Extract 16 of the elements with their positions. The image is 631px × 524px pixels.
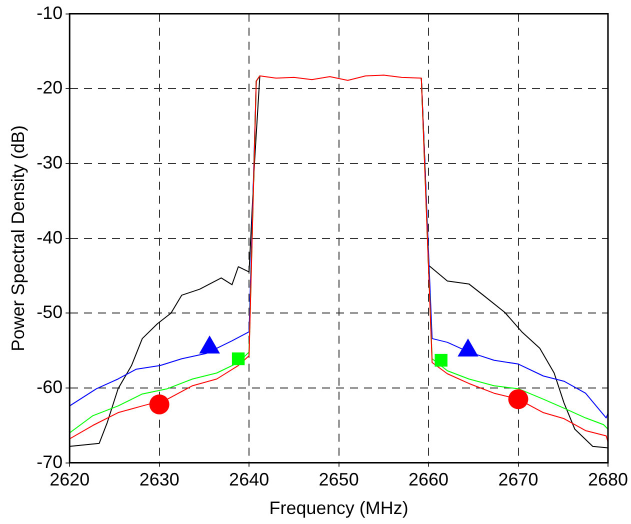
y-tick-label: -40 xyxy=(36,227,63,248)
x-tick-label: 2650 xyxy=(318,470,359,490)
x-tick-label: 2680 xyxy=(588,470,628,490)
y-tick-label: -10 xyxy=(36,2,63,23)
x-tick-label: 2630 xyxy=(139,470,180,490)
y-tick-label: -30 xyxy=(36,152,63,172)
y-tick-label: -50 xyxy=(36,302,63,322)
y-tick-label: -60 xyxy=(36,376,63,397)
x-tick-label: 2640 xyxy=(229,470,270,490)
y-axis-title: Power Spectral Density (dB) xyxy=(8,125,28,352)
x-axis-title: Frequency (MHz) xyxy=(269,498,408,518)
y-tick-label: -20 xyxy=(36,78,63,98)
x-tick-label: 2660 xyxy=(408,470,449,490)
x-tick-label: 2670 xyxy=(498,470,538,490)
y-tick-label: -70 xyxy=(36,452,63,472)
x-tick-label: 2620 xyxy=(50,470,90,490)
